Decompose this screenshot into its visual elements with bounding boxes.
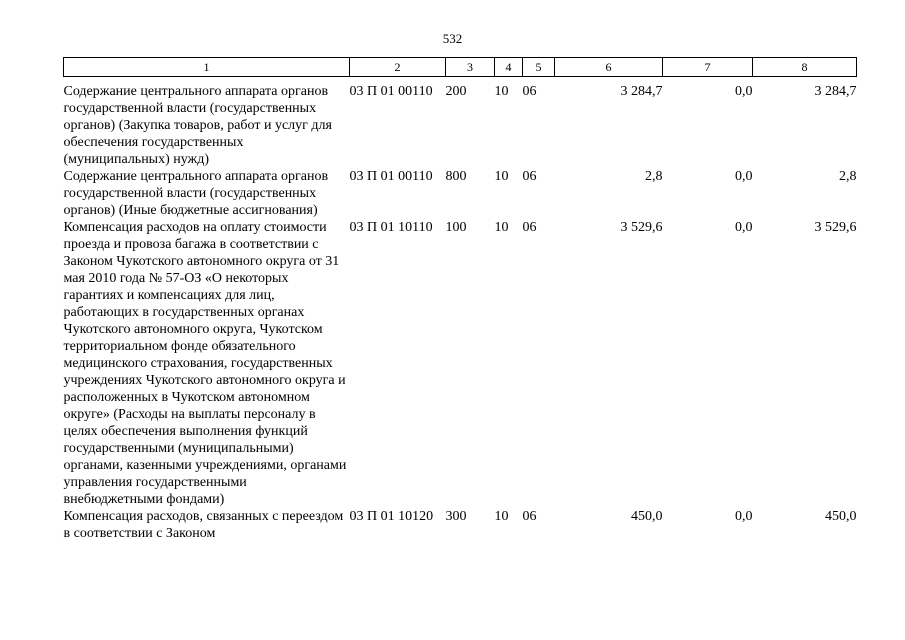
column-header-5: 5 — [522, 57, 555, 77]
cell-col3: 300 — [445, 509, 467, 524]
cell-col8: 2,8 — [839, 169, 857, 184]
cell-col5: 06 — [522, 509, 537, 524]
cell-col6: 3 529,6 — [620, 220, 663, 235]
cell-col6: 2,8 — [645, 169, 663, 184]
cell-col2: 03 П 01 10110 — [349, 220, 433, 235]
cell-col4: 10 — [494, 509, 509, 524]
cell-col7: 0,0 — [735, 84, 753, 99]
cell-col5: 06 — [522, 84, 537, 99]
column-header-4: 4 — [494, 57, 523, 77]
column-header-1: 1 — [63, 57, 350, 77]
cell-col4: 10 — [494, 84, 509, 99]
cell-col3: 800 — [445, 169, 467, 184]
budget-table: 1 2 3 4 5 6 7 8 Содержание центрального … — [63, 57, 857, 542]
cell-col1: Содержание центрального аппарата органов… — [63, 169, 329, 218]
cell-col2: 03 П 01 10120 — [349, 509, 434, 524]
table-row: Содержание центрального аппарата органов… — [64, 77, 857, 169]
column-header-3: 3 — [445, 57, 495, 77]
cell-col5: 06 — [522, 169, 537, 184]
cell-col3: 100 — [445, 220, 467, 235]
table-row: Компенсация расходов на оплату стоимости… — [64, 219, 857, 508]
cell-col6: 3 284,7 — [620, 84, 663, 99]
cell-col1: Содержание центрального аппарата органов… — [63, 84, 332, 167]
cell-col7: 0,0 — [735, 220, 753, 235]
page-number: 532 — [442, 31, 463, 46]
cell-col7: 0,0 — [735, 169, 753, 184]
cell-col8: 3 529,6 — [814, 220, 857, 235]
cell-col8: 450,0 — [825, 509, 857, 524]
cell-col1: Компенсация расходов на оплату стоимости… — [63, 220, 347, 507]
cell-col6: 450,0 — [631, 509, 663, 524]
cell-col4: 10 — [494, 220, 509, 235]
cell-col2: 03 П 01 00110 — [349, 84, 433, 99]
cell-col3: 200 — [445, 84, 467, 99]
column-header-2: 2 — [349, 57, 446, 77]
column-header-7: 7 — [662, 57, 753, 77]
table-row: Содержание центрального аппарата органов… — [64, 168, 857, 219]
column-header-6: 6 — [554, 57, 663, 77]
table-row: Компенсация расходов, связанных с переез… — [64, 508, 857, 542]
cell-col4: 10 — [494, 169, 509, 184]
column-header-8: 8 — [752, 57, 857, 77]
table-header-row: 1 2 3 4 5 6 7 8 — [63, 57, 857, 77]
cell-col5: 06 — [522, 220, 537, 235]
cell-col1: Компенсация расходов, связанных с переез… — [63, 509, 344, 541]
cell-col7: 0,0 — [735, 509, 753, 524]
cell-col2: 03 П 01 00110 — [349, 169, 433, 184]
cell-col8: 3 284,7 — [814, 84, 857, 99]
